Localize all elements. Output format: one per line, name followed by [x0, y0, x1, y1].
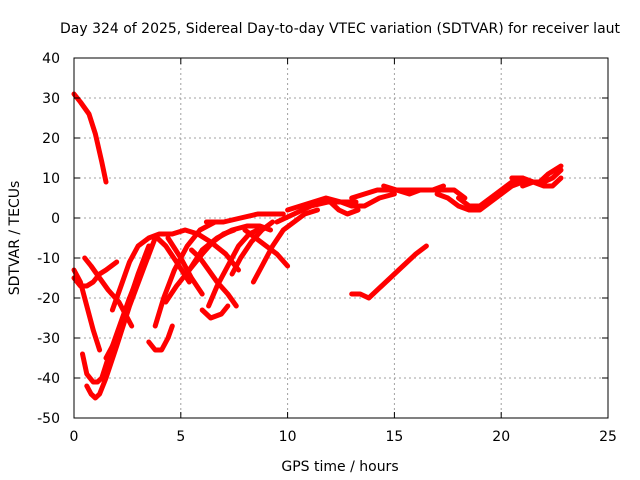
series-track-28: [349, 243, 429, 301]
x-tick-label: 0: [70, 429, 79, 445]
y-tick-label: 30: [42, 91, 60, 107]
y-tick-label: -10: [37, 251, 60, 267]
series-track-24: [285, 191, 397, 213]
series-track-11: [154, 235, 192, 285]
y-tick-label: -20: [37, 291, 60, 307]
series-track-20: [229, 219, 276, 277]
series-track-14: [165, 235, 205, 297]
series-track-26: [349, 187, 468, 201]
series-track-33: [537, 163, 564, 185]
tick-layer: 0 5 10 15 20 25 -50 -40 -30 -20 -10 0 10 20 30 40: [37, 51, 617, 445]
grid-layer: [74, 58, 608, 418]
series-track-30: [456, 175, 526, 209]
chart-title: Day 324 of 2025, Sidereal Day-to-day VTE…: [60, 21, 621, 37]
y-tick-label: 0: [51, 211, 60, 227]
y-tick-label: 40: [42, 51, 60, 67]
series-track-22: [250, 207, 320, 285]
plot-frame: [73, 57, 609, 419]
series-track-27: [381, 183, 446, 197]
y-tick-label: 20: [42, 131, 60, 147]
series-track-25: [327, 199, 361, 217]
y-tick-label: -30: [37, 331, 60, 347]
x-tick-label: 10: [279, 429, 297, 445]
y-tick-label: 10: [42, 171, 60, 187]
x-axis-label: GPS time / hours: [281, 459, 398, 475]
series-track-4: [82, 255, 135, 329]
series-track-19: [203, 211, 286, 225]
series-track-21: [242, 227, 291, 269]
series-track-32: [520, 175, 564, 189]
y-tick-label: -50: [37, 411, 60, 427]
series-layer: [71, 91, 564, 401]
x-tick-label: 5: [176, 429, 185, 445]
x-tick-label: 25: [599, 429, 617, 445]
series-track-9: [146, 323, 175, 353]
x-tick-label: 15: [385, 429, 403, 445]
series-track-29: [434, 179, 536, 213]
series-track-16: [189, 247, 239, 309]
series-track-15: [186, 223, 273, 273]
x-tick-label: 20: [492, 429, 510, 445]
y-axis-label: SDTVAR / TECUs: [7, 181, 23, 296]
series-track-1: [71, 91, 109, 185]
series-track-12: [159, 227, 241, 273]
series-track-6: [84, 235, 158, 401]
series-track-3: [71, 267, 103, 353]
y-tick-label: -40: [37, 371, 60, 387]
series-track-7: [103, 243, 152, 361]
series-track-17: [199, 303, 231, 321]
